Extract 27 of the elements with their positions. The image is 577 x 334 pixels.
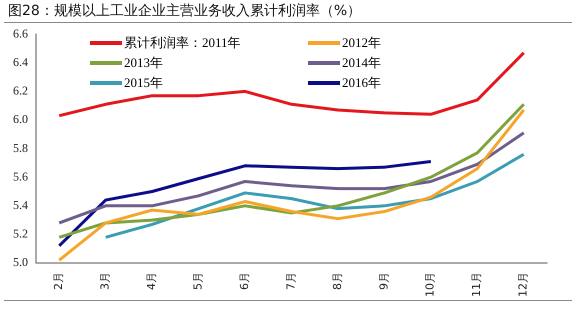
y-tick-label: 5.6 <box>13 169 28 184</box>
y-tick-label: 5.8 <box>13 140 28 155</box>
y-tick-label: 5.0 <box>13 255 28 270</box>
x-tick-label: 11月 <box>470 272 484 298</box>
x-tick-label: 8月 <box>330 272 344 290</box>
chart-title: 图28：规模以上工业企业主营业务收入累计利润率（%） <box>8 2 362 20</box>
legend-label: 2016年 <box>342 74 381 92</box>
y-tick-label: 6.0 <box>13 112 28 126</box>
x-tick-label: 6月 <box>238 272 251 290</box>
x-tick-label: 3月 <box>98 272 112 290</box>
legend-label: 2012年 <box>342 34 381 52</box>
y-tick-label: 6.2 <box>13 84 28 98</box>
y-tick-label: 6.6 <box>13 26 28 40</box>
y-tick-label: 5.2 <box>13 226 28 241</box>
x-tick-label: 9月 <box>377 272 390 290</box>
x-tick-label: 5月 <box>191 272 204 290</box>
legend-label: 2014年 <box>342 54 381 72</box>
y-tick-label: 5.4 <box>13 198 28 212</box>
x-tick-label: 2月 <box>52 272 66 290</box>
legend-label: 累计利润率：2011年 <box>124 34 241 52</box>
x-tick-label: 4月 <box>144 272 158 290</box>
x-tick-label: 12月 <box>516 272 530 298</box>
legend-label: 2013年 <box>124 54 163 72</box>
y-tick-label: 6.4 <box>13 54 28 69</box>
x-tick-label: 10月 <box>424 272 437 298</box>
x-tick-label: 7月 <box>284 272 298 290</box>
legend-label: 2015年 <box>124 74 163 92</box>
